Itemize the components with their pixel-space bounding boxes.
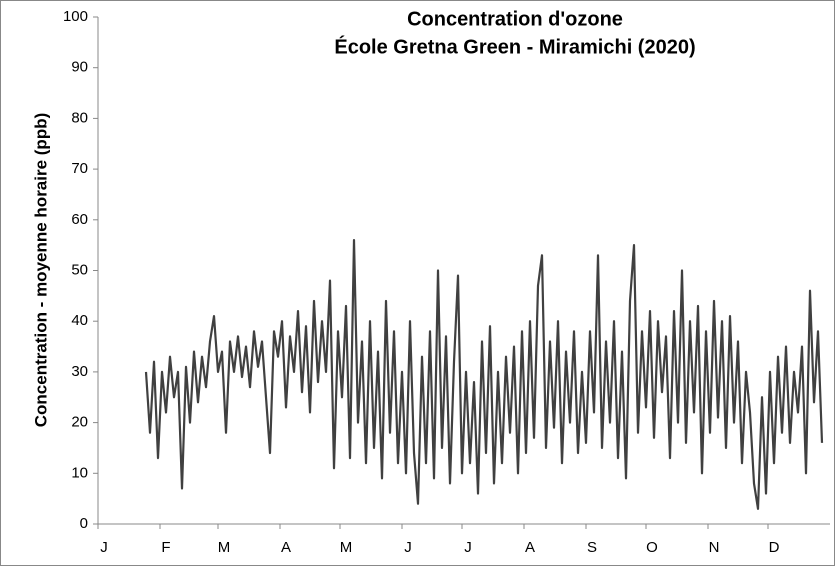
y-tick-label: 60 [71, 211, 88, 228]
chart-subtitle: École Gretna Green - Miramichi (2020) [334, 35, 695, 58]
x-tick-label: J [464, 539, 472, 556]
x-tick-label: O [646, 539, 658, 556]
y-tick-label: 100 [63, 8, 88, 25]
x-tick-label: A [281, 539, 291, 556]
x-tick-label: M [340, 539, 353, 556]
x-tick-label: D [769, 539, 780, 556]
x-tick-label: S [587, 539, 597, 556]
y-tick-label: 0 [80, 515, 88, 532]
x-tick-label: J [100, 539, 108, 556]
x-tick-label: J [404, 539, 412, 556]
y-axis-label: Concentration - moyenne horaire (ppb) [31, 113, 50, 428]
y-tick-label: 50 [71, 261, 88, 278]
chart-title: Concentration d'ozone [407, 8, 623, 30]
y-tick-label: 70 [71, 160, 88, 177]
x-tick-label: N [709, 539, 720, 556]
y-tick-label: 40 [71, 312, 88, 329]
y-tick-label: 90 [71, 59, 88, 76]
y-tick-label: 30 [71, 363, 88, 380]
y-tick-label: 10 [71, 464, 88, 481]
y-tick-label: 20 [71, 414, 88, 431]
x-tick-label: M [218, 539, 231, 556]
y-tick-label: 80 [71, 109, 88, 126]
x-tick-label: F [161, 539, 170, 556]
x-tick-label: A [525, 539, 535, 556]
line-series [144, 238, 824, 510]
